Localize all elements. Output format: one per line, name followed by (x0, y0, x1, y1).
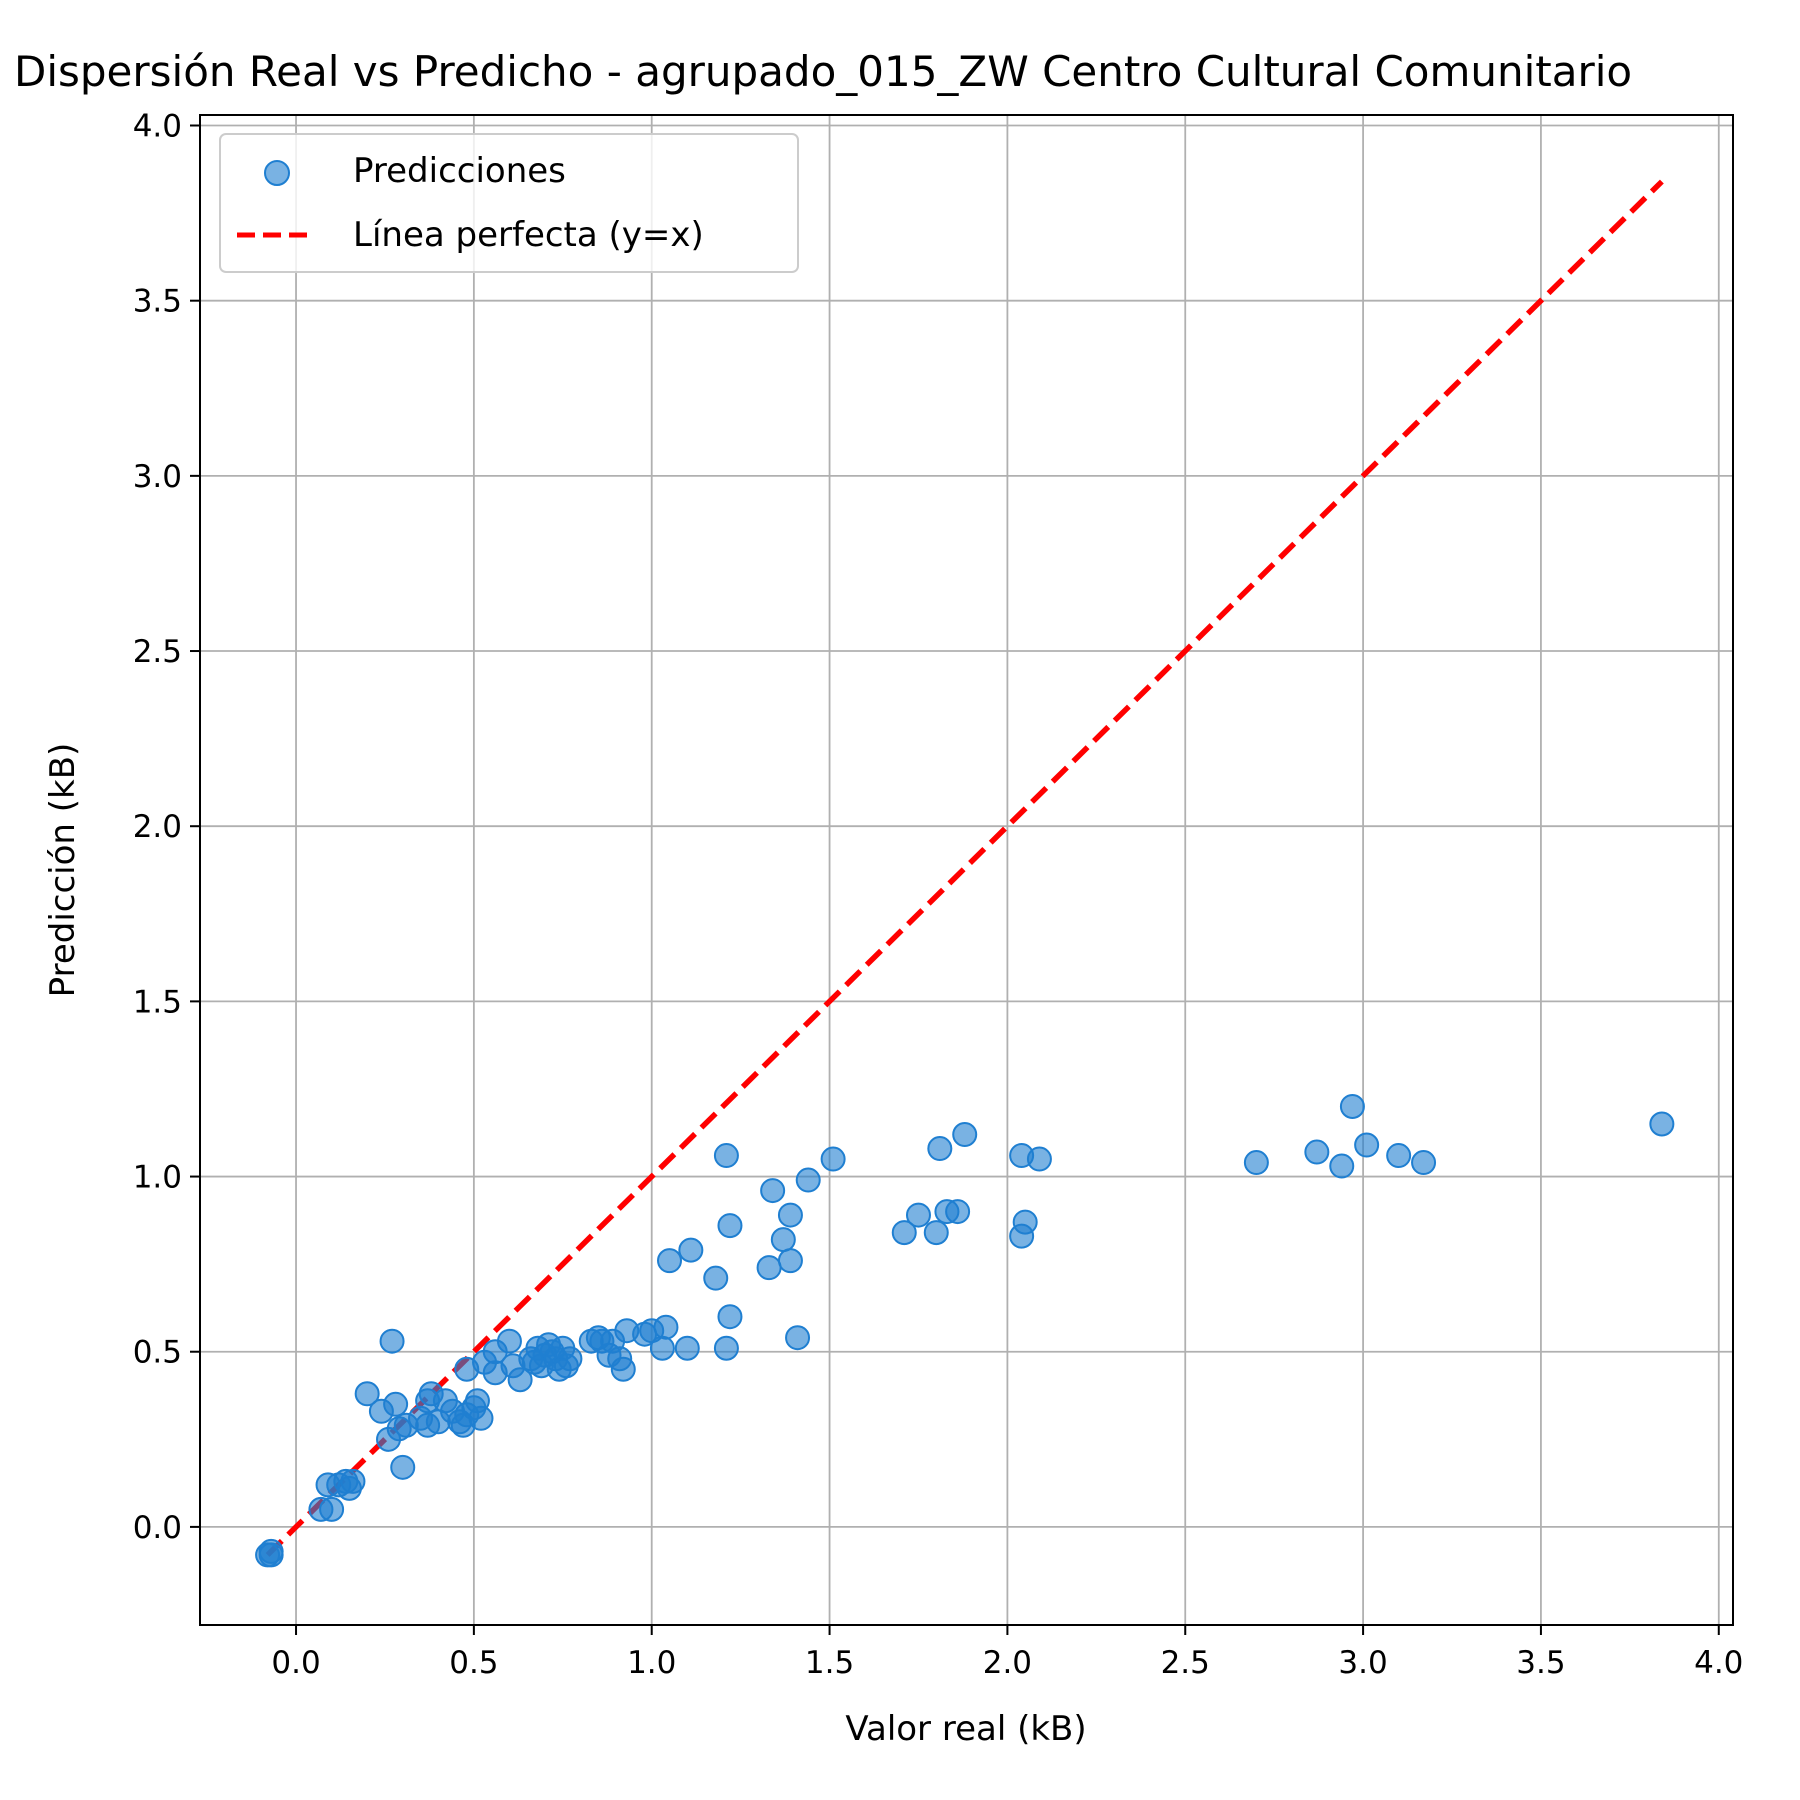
legend-label-perfect-line: Línea perfecta (y=x) (353, 215, 704, 255)
scatter-point (785, 1325, 811, 1351)
scatter-point (905, 1202, 931, 1228)
scatter-point (1649, 1111, 1675, 1137)
scatter-point (258, 1538, 284, 1564)
scatter-point (923, 1220, 949, 1246)
y-tick-label: 2.5 (133, 634, 182, 670)
scatter-point (1354, 1132, 1380, 1158)
scatter-point (777, 1202, 803, 1228)
scatter-point (760, 1178, 786, 1204)
scatter-point (1304, 1139, 1330, 1165)
scatter-point (319, 1496, 345, 1522)
scatter-point (717, 1213, 743, 1239)
scatter-point (1012, 1209, 1038, 1235)
scatter-point (379, 1328, 405, 1354)
plot-frame (199, 114, 1734, 1626)
scatter-point (1386, 1143, 1412, 1169)
scatter-point (1411, 1150, 1437, 1176)
x-tick-label: 4.0 (1694, 1645, 1743, 1681)
scatter-point (1339, 1093, 1365, 1119)
grid (200, 115, 1733, 1625)
points-layer (255, 1093, 1675, 1568)
scatter-point (770, 1227, 796, 1253)
legend: Predicciones Línea perfecta (y=x) (219, 133, 799, 273)
scatter-point (653, 1314, 679, 1340)
scatter-point (354, 1381, 380, 1407)
perfect-prediction-line (265, 179, 1664, 1557)
scatter-point (657, 1248, 683, 1274)
scatter-point (713, 1335, 739, 1361)
x-tick-label: 2.5 (1161, 1645, 1210, 1681)
legend-box (219, 133, 799, 273)
x-tick-label: 1.0 (627, 1645, 676, 1681)
y-tick-label: 1.0 (133, 1160, 182, 1196)
scatter-point (1026, 1146, 1052, 1172)
scatter-point (610, 1356, 636, 1382)
scatter-point (891, 1220, 917, 1246)
y-tick-label: 3.5 (133, 284, 182, 320)
chart-title: Dispersión Real vs Predicho - agrupado_0… (14, 47, 1632, 96)
scatter-point (777, 1248, 803, 1274)
scatter-point (703, 1265, 729, 1291)
y-tick-label: 2.0 (133, 809, 182, 845)
y-tick-label: 0.5 (133, 1335, 182, 1371)
scatter-point (390, 1454, 416, 1480)
scatter-point (468, 1405, 494, 1431)
y-tick-label: 3.0 (133, 459, 182, 495)
x-tick-label: 1.5 (805, 1645, 854, 1681)
y-axis-label: Predicción (kB) (43, 743, 83, 998)
x-tick-label: 0.0 (271, 1645, 320, 1681)
scatter-point (507, 1367, 533, 1393)
perfect-line-layer (265, 179, 1664, 1557)
x-tick-label: 3.5 (1516, 1645, 1565, 1681)
y-axis-ticks: 0.0 0.5 1.0 1.5 2.0 2.5 3.0 3.5 4.0 (133, 109, 200, 1546)
scatter-point (649, 1335, 675, 1361)
scatter-point (674, 1335, 700, 1361)
scatter-point (557, 1346, 583, 1372)
x-tick-label: 3.0 (1338, 1645, 1387, 1681)
x-axis-label: Valor real (kB) (845, 1709, 1086, 1749)
scatter-point (952, 1122, 978, 1148)
y-tick-label: 0.0 (133, 1510, 182, 1546)
x-axis-ticks: 0.0 0.5 1.0 1.5 2.0 2.5 3.0 3.5 4.0 (271, 1625, 1743, 1681)
scatter-point (945, 1199, 971, 1225)
legend-marker-predicciones (264, 160, 290, 186)
scatter-point (927, 1136, 953, 1162)
y-tick-label: 4.0 (133, 109, 182, 145)
scatter-point (795, 1167, 821, 1193)
legend-label-predicciones: Predicciones (353, 151, 566, 191)
scatter-point (756, 1255, 782, 1281)
scatter-point (717, 1304, 743, 1330)
scatter-point (1243, 1150, 1269, 1176)
scatter-point (1329, 1153, 1355, 1179)
x-tick-label: 2.0 (983, 1645, 1032, 1681)
scatter-point (678, 1237, 704, 1263)
scatter-point (713, 1143, 739, 1169)
scatter-point (340, 1468, 366, 1494)
scatter-point (820, 1146, 846, 1172)
scatter-point (496, 1328, 522, 1354)
scatter-point (383, 1391, 409, 1417)
x-tick-label: 0.5 (449, 1645, 498, 1681)
y-tick-label: 1.5 (133, 984, 182, 1020)
